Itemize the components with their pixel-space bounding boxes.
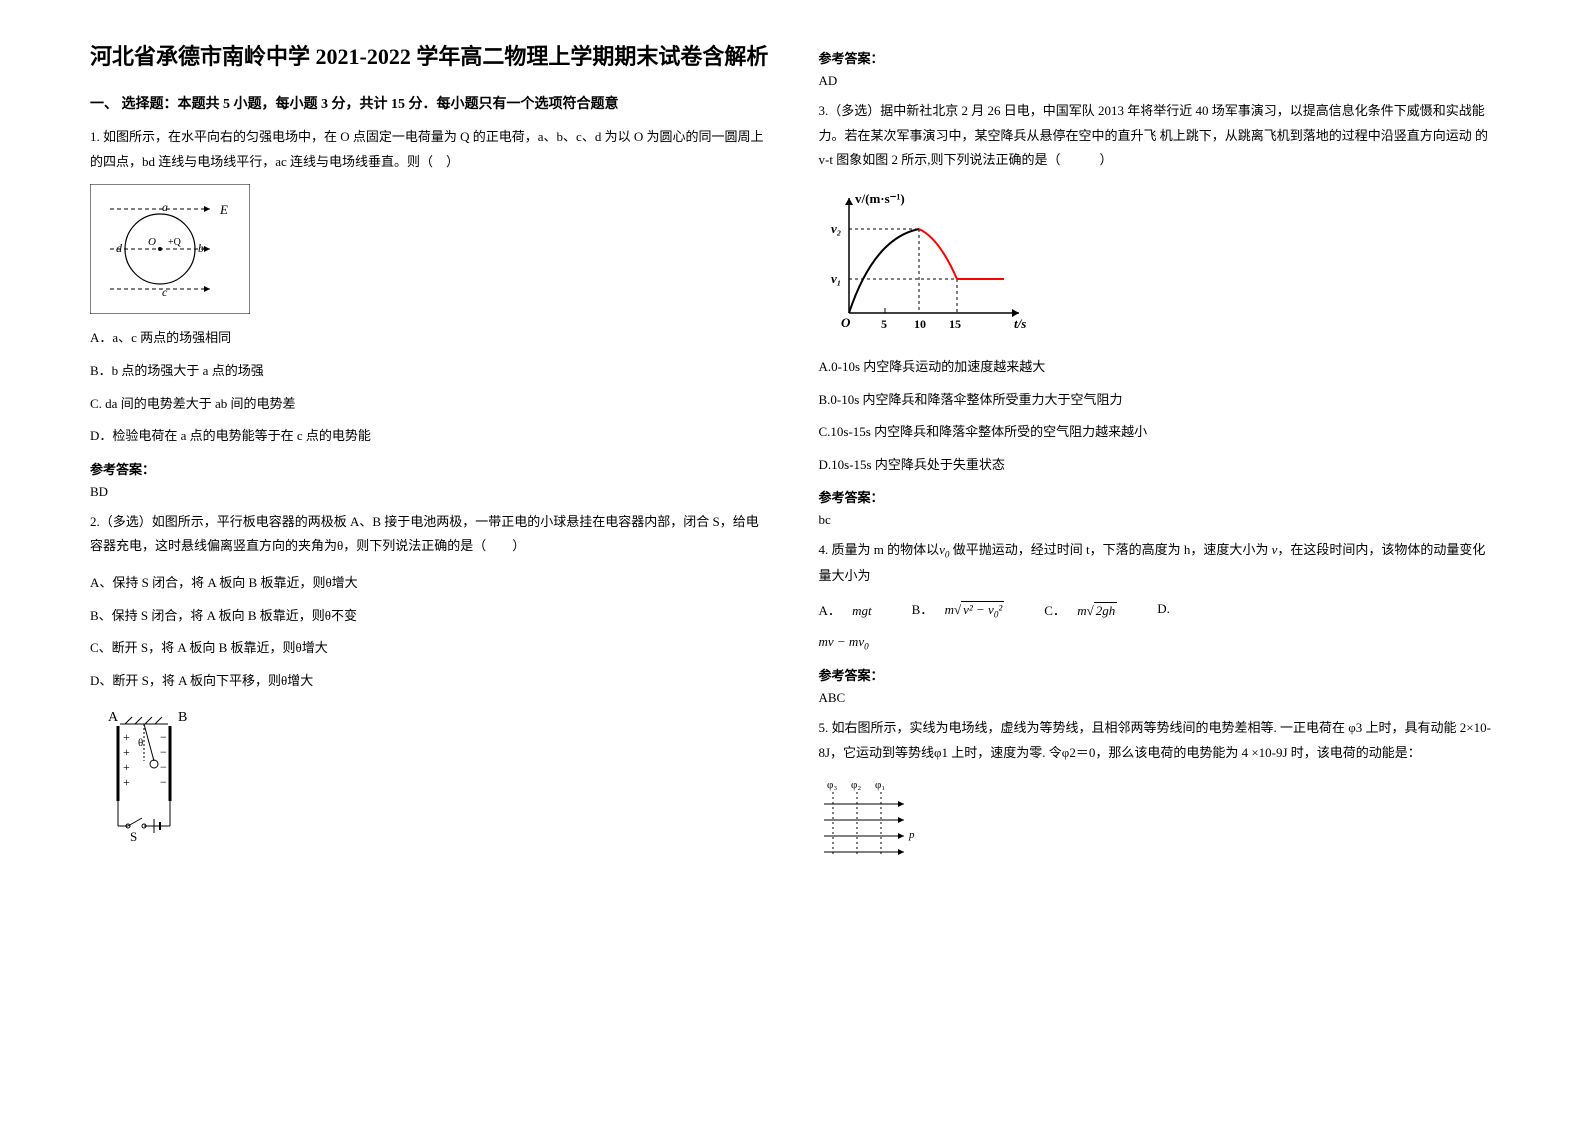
q4-answer: ABC [819,690,1498,706]
q3-figure: v/(m·s⁻¹) t/s 5 10 15 O v₁ v₂ [819,183,1498,343]
q1-text: 1. 如图所示，在水平向右的匀强电场中，在 O 点固定一电荷量为 Q 的正电荷，… [90,125,769,174]
q3-optB: B.0-10s 内空降兵和降落伞整体所受重力大于空气阻力 [819,386,1498,415]
svg-text:15: 15 [949,317,961,331]
svg-text:t/s: t/s [1014,316,1026,331]
q4-answer-label: 参考答案： [819,665,1498,684]
svg-text:A: A [108,710,119,725]
svg-text:−: − [160,775,167,789]
q4-optA: A． mgt [819,600,872,619]
page-title: 河北省承德市南岭中学 2021-2022 学年高二物理上学期期末试卷含解析 [90,40,769,73]
q4-optB: B． m√v² − v0² [912,599,1005,620]
q2-figure: A B + + + + − − − − θ [90,706,769,846]
svg-text:+: + [123,745,130,759]
svg-text:φ₃: φ₃ [827,779,837,791]
svg-text:E: E [219,202,228,217]
q4-text: 4. 质量为 m 的物体以v0 做平抛运动，经过时间 t，下落的高度为 h，速度… [819,538,1498,589]
q3-optA: A.0-10s 内空降兵运动的加速度越来越大 [819,353,1498,382]
q4-text-mid: 做平抛运动，经过时间 t，下落的高度为 h，速度大小为 [953,542,1269,557]
q2-answer-label: 参考答案： [819,48,1498,67]
section1-header: 一、 选择题：本题共 5 小题，每小题 3 分，共计 15 分．每小题只有一个选… [90,93,769,113]
svg-text:φ₂: φ₂ [851,779,861,791]
q4-optC-formula: m√2gh [1077,602,1117,618]
svg-text:θ: θ [138,737,143,749]
q3-text: 3.（多选）据中新社北京 2 月 26 日电，中国军队 2013 年将举行近 4… [819,99,1498,173]
q1-answer: BD [90,484,769,500]
svg-text:+: + [123,775,130,789]
q3-vt-graph: v/(m·s⁻¹) t/s 5 10 15 O v₁ v₂ [819,183,1039,343]
q5-field-diagram: φ₃ φ₂ φ₁ p [819,776,929,866]
q2-optD: D、断开 S，将 A 板向下平移，则θ增大 [90,667,769,696]
q4-optD: mv − mv0 [819,630,1498,656]
q5-text: 5. 如右图所示，实线为电场线，虚线为等势线，且相邻两等势线间的电势差相等. 一… [819,716,1498,765]
q4-optA-formula: mgt [852,603,872,618]
q5-figure: φ₃ φ₂ φ₁ p [819,776,1498,866]
left-column: 河北省承德市南岭中学 2021-2022 学年高二物理上学期期末试卷含解析 一、… [90,40,769,876]
svg-text:S: S [130,829,137,844]
right-column: 参考答案： AD 3.（多选）据中新社北京 2 月 26 日电，中国军队 201… [819,40,1498,876]
svg-text:−: − [160,730,167,744]
q4-text-pre: 4. 质量为 m 的物体以 [819,542,940,557]
q1-answer-label: 参考答案： [90,459,769,478]
q1-circle-diagram: a b c d O +Q E [90,184,250,314]
q4-optC: C． m√2gh [1044,600,1117,619]
svg-text:c: c [162,285,168,299]
q2-optB: B、保持 S 闭合，将 A 板向 B 板靠近，则θ不变 [90,602,769,631]
q3-answer-label: 参考答案： [819,487,1498,506]
svg-text:φ₁: φ₁ [875,779,885,791]
svg-text:d: d [116,241,123,255]
q1-optB: B．b 点的场强大于 a 点的场强 [90,357,769,386]
svg-text:B: B [178,710,187,725]
q1-figure: a b c d O +Q E [90,184,769,314]
q1-optC: C. da 间的电势差大于 ab 间的电势差 [90,390,769,419]
q3-optD: D.10s-15s 内空降兵处于失重状态 [819,451,1498,480]
q4-optB-formula: m√v² − v0² [945,601,1005,617]
svg-text:+: + [123,760,130,774]
q1-optA: A．a、c 两点的场强相同 [90,324,769,353]
q4-options-row: A． mgt B． m√v² − v0² C． m√2gh D. [819,599,1498,620]
q1-optD: D．检验电荷在 a 点的电势能等于在 c 点的电势能 [90,422,769,451]
q3-optC: C.10s-15s 内空降兵和降落伞整体所受的空气阻力越来越小 [819,418,1498,447]
q2-optC: C、断开 S，将 A 板向 B 板靠近，则θ增大 [90,634,769,663]
svg-text:v₂: v₂ [831,221,841,236]
svg-text:v/(m·s⁻¹): v/(m·s⁻¹) [855,191,905,206]
q4-optD-label: D. [1157,601,1178,617]
svg-text:O: O [841,315,851,330]
svg-text:+Q: +Q [168,237,182,248]
svg-text:O: O [148,236,156,248]
q4-v0: v0 [939,542,949,557]
q2-capacitor-diagram: A B + + + + − − − − θ [90,706,210,846]
svg-text:b: b [198,241,204,255]
svg-text:−: − [160,745,167,759]
q2-text: 2.（多选）如图所示，平行板电容器的两极板 A、B 接于电池两极，一带正电的小球… [90,510,769,559]
svg-text:−: − [160,760,167,774]
q3-answer: bc [819,512,1498,528]
q4-optD-formula: mv − mv0 [819,634,869,649]
svg-text:5: 5 [881,317,887,331]
svg-text:v₁: v₁ [831,271,841,286]
svg-text:+: + [123,730,130,744]
q2-optA: A、保持 S 闭合，将 A 板向 B 板靠近，则θ增大 [90,569,769,598]
svg-text:10: 10 [914,317,926,331]
svg-text:a: a [162,200,168,214]
svg-text:p: p [908,829,915,841]
q2-answer: AD [819,73,1498,89]
